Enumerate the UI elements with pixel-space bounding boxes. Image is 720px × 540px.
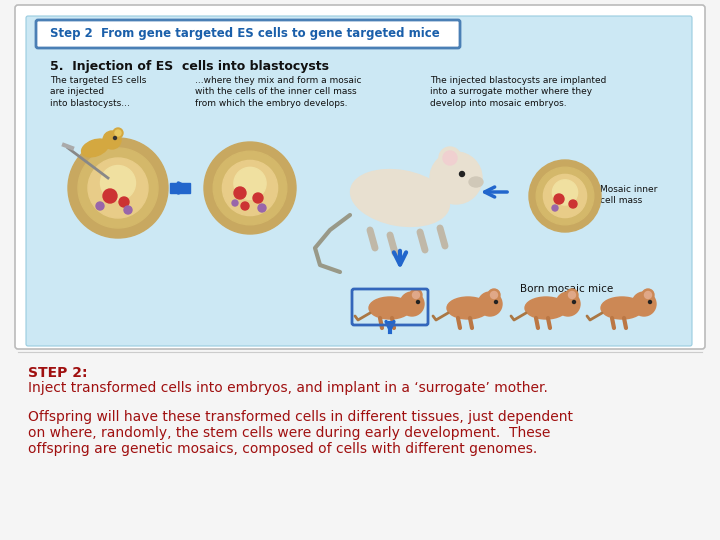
Circle shape xyxy=(459,172,464,177)
Ellipse shape xyxy=(369,297,411,319)
Circle shape xyxy=(114,137,117,139)
Circle shape xyxy=(222,160,278,215)
Circle shape xyxy=(536,167,594,225)
Circle shape xyxy=(400,292,424,316)
Circle shape xyxy=(488,289,500,301)
Circle shape xyxy=(556,292,580,316)
Circle shape xyxy=(478,292,502,316)
Text: Born mosaic mice: Born mosaic mice xyxy=(520,284,613,294)
Circle shape xyxy=(554,194,564,204)
Text: 5.  Injection of ES  cells into blastocysts: 5. Injection of ES cells into blastocyst… xyxy=(50,60,329,73)
FancyBboxPatch shape xyxy=(15,5,705,349)
Text: on where, randomly, the stem cells were during early development.  These: on where, randomly, the stem cells were … xyxy=(28,426,550,440)
Text: Step 2  From gene targeted ES cells to gene targeted mice: Step 2 From gene targeted ES cells to ge… xyxy=(50,28,440,40)
Circle shape xyxy=(443,151,457,165)
Circle shape xyxy=(68,138,168,238)
Circle shape xyxy=(113,128,123,138)
Circle shape xyxy=(439,147,461,169)
Circle shape xyxy=(552,205,558,211)
Circle shape xyxy=(529,160,601,232)
Circle shape xyxy=(119,197,129,207)
Circle shape xyxy=(410,289,422,301)
Circle shape xyxy=(103,131,121,149)
Text: The targeted ES cells
are injected
into blastocysts...: The targeted ES cells are injected into … xyxy=(50,76,146,108)
FancyBboxPatch shape xyxy=(36,20,460,48)
Circle shape xyxy=(103,189,117,203)
Circle shape xyxy=(253,193,263,203)
Circle shape xyxy=(544,174,587,218)
Circle shape xyxy=(96,202,104,210)
Circle shape xyxy=(644,292,652,299)
Circle shape xyxy=(569,200,577,208)
Circle shape xyxy=(566,289,578,301)
Circle shape xyxy=(490,292,498,299)
Circle shape xyxy=(234,167,266,199)
Circle shape xyxy=(213,151,287,225)
Text: Inject transformed cells into embryos, and implant in a ‘surrogate’ mother.: Inject transformed cells into embryos, a… xyxy=(28,381,548,395)
Ellipse shape xyxy=(81,139,109,157)
Circle shape xyxy=(649,300,652,303)
Ellipse shape xyxy=(525,297,567,319)
Circle shape xyxy=(124,206,132,214)
Text: The injected blastocysts are implanted
into a surrogate mother where they
develo: The injected blastocysts are implanted i… xyxy=(430,76,606,108)
Ellipse shape xyxy=(447,297,489,319)
Ellipse shape xyxy=(601,297,643,319)
Circle shape xyxy=(234,187,246,199)
Text: offspring are genetic mosaics, composed of cells with different genomes.: offspring are genetic mosaics, composed … xyxy=(28,442,537,456)
Circle shape xyxy=(413,292,420,299)
Text: Offspring will have these transformed cells in different tissues, just dependent: Offspring will have these transformed ce… xyxy=(28,410,573,424)
Circle shape xyxy=(416,300,420,303)
Circle shape xyxy=(572,300,575,303)
Text: STEP 2:: STEP 2: xyxy=(28,366,88,380)
Circle shape xyxy=(552,180,577,205)
FancyBboxPatch shape xyxy=(26,16,692,346)
Circle shape xyxy=(88,158,148,218)
Circle shape xyxy=(632,292,656,316)
Circle shape xyxy=(115,130,121,136)
Circle shape xyxy=(430,152,482,204)
Circle shape xyxy=(241,202,249,210)
Text: Mosaic inner
cell mass: Mosaic inner cell mass xyxy=(600,185,657,205)
Ellipse shape xyxy=(351,170,449,226)
Circle shape xyxy=(204,142,296,234)
Circle shape xyxy=(495,300,498,303)
Circle shape xyxy=(232,200,238,206)
Ellipse shape xyxy=(469,177,483,187)
Bar xyxy=(170,183,190,193)
Circle shape xyxy=(258,204,266,212)
Circle shape xyxy=(78,148,158,228)
Circle shape xyxy=(101,165,135,200)
Text: ...where they mix and form a mosaic
with the cells of the inner cell mass
from w: ...where they mix and form a mosaic with… xyxy=(195,76,361,108)
Circle shape xyxy=(569,292,575,299)
Circle shape xyxy=(642,289,654,301)
